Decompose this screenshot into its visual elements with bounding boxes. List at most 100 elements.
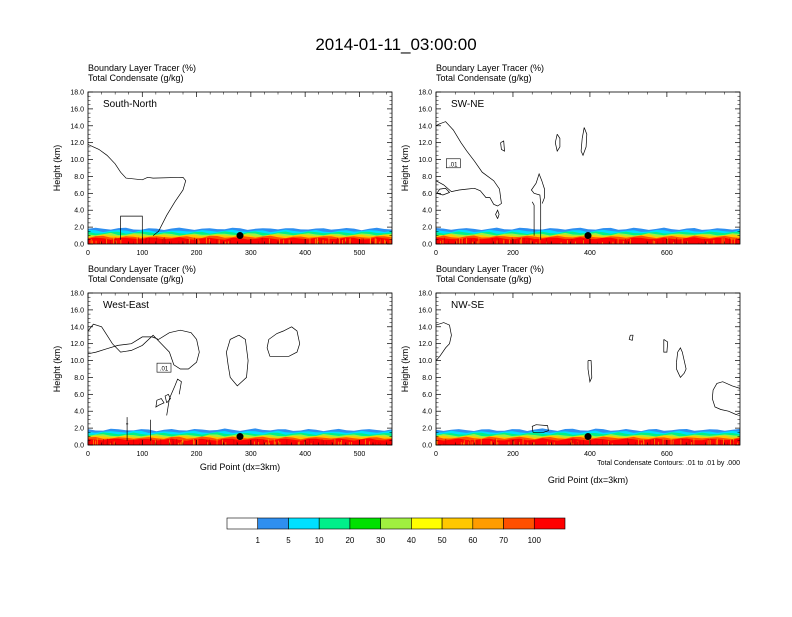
y-tick-label: 18.0 [70,291,84,298]
colorbar-swatch [257,517,289,530]
y-tick-label: 12.0 [418,341,432,348]
plot-background [88,92,392,244]
y-axis-label: Height (km) [400,346,410,393]
y-tick-label: 12.0 [70,341,84,348]
condensate-contour [530,172,545,240]
x-tick-label: 0 [86,451,90,458]
x-tick-label: 500 [354,451,366,458]
x-axis: 0 200 400 600 [434,92,725,257]
y-axis-label: Height (km) [400,145,410,192]
x-tick-label: 200 [191,250,203,257]
panel-title-line: Boundary Layer Tracer (%) [436,264,544,274]
y-axis-label: Height (km) [52,145,62,192]
y-axis: 0.0 2.0 4.0 6.0 8.0 10.0 12.0 14.0 16.0 18.0 [70,291,392,450]
y-axis: 0.0 2.0 4.0 6.0 8.0 10.0 12.0 14.0 16.0 18.0 [70,90,392,249]
x-tick-label: 400 [584,250,596,257]
condensate-contour [88,144,187,236]
plot-area [88,92,392,244]
x-tick-label: 200 [191,451,203,458]
y-tick-label: 10.0 [70,157,84,164]
y-tick-label: 18.0 [418,291,432,298]
panel-south-north: Boundary Layer Tracer (%)Total Condensat… [52,63,393,257]
x-tick-label: 500 [354,250,366,257]
plot-area [436,92,740,244]
y-tick-label: 18.0 [418,90,432,97]
colorbar-swatch [318,517,351,530]
panel-title-line: Total Condensate (g/kg) [88,274,184,284]
condensate-contour [436,187,451,196]
y-tick-label: 6.0 [422,392,432,399]
y-tick-label: 8.0 [74,174,84,181]
y-tick-label: 12.0 [70,140,84,147]
colorbar-swatch [533,517,566,530]
condensate-contour [436,322,452,361]
y-tick-label: 2.0 [74,225,84,232]
condensate-contour [120,215,143,240]
condensate-contour [554,134,561,152]
y-tick-label: 8.0 [74,375,84,382]
y-tick-label: 6.0 [422,191,432,198]
contour-label-box [446,158,461,169]
colorbar-label: 30 [376,536,385,545]
panel-title-line: Boundary Layer Tracer (%) [88,264,196,274]
condensate-contour [676,347,687,379]
plot-area [88,293,392,445]
condensate-contour [580,127,588,157]
y-axis: 0.0 2.0 4.0 6.0 8.0 10.0 12.0 14.0 16.0 18.0 [418,90,740,249]
colorbar-swatch [349,517,381,530]
condensate-contour [531,201,535,236]
colorbar-swatch [226,517,259,530]
y-tick-label: 0.0 [422,242,432,249]
x-axis: 0 100 200 300 400 500 [86,92,387,257]
y-tick-label: 4.0 [422,409,432,416]
y-tick-label: 14.0 [418,324,432,331]
contour-label-box [156,362,172,373]
colorbar-swatch [380,517,412,530]
panel-label: West-East [103,300,149,311]
colorbar-label: 40 [407,536,416,545]
y-tick-label: 16.0 [70,307,84,314]
plot-background [88,293,392,445]
x-tick-label: 400 [299,451,311,458]
condensate-contour [164,393,171,404]
x-axis: 0 200 400 600 [434,293,725,458]
tracer-band [436,438,740,445]
condensate-contour [500,140,505,152]
x-tick-label: 200 [507,250,519,257]
y-axis: 0.0 2.0 4.0 6.0 8.0 10.0 12.0 14.0 16.0 18.0 [418,291,740,450]
x-axis-label: Grid Point (dx=3km) [200,462,280,472]
x-tick-label: 300 [245,250,257,257]
x-tick-label: 100 [136,451,148,458]
y-tick-label: 0.0 [422,443,432,450]
colorbar-label: 50 [438,536,447,545]
condensate-contour [226,334,249,387]
plot-background [436,92,740,244]
y-tick-label: 14.0 [70,324,84,331]
condensate-contour [436,121,502,207]
y-tick-label: 4.0 [74,208,84,215]
y-tick-label: 10.0 [70,358,84,365]
y-tick-label: 18.0 [70,90,84,97]
condensate-contour [495,209,500,219]
condensate-contour [663,339,669,353]
panel-label: NW-SE [451,300,484,311]
condensate-contour [266,326,301,357]
y-tick-label: 14.0 [418,123,432,130]
y-tick-label: 16.0 [418,307,432,314]
x-axis: 0 100 200 300 400 500 [86,293,387,458]
contour-footnote: Total Condensate Contours: .01 to .01 by… [597,460,740,467]
x-tick-label: 400 [299,250,311,257]
panel-title-line: Boundary Layer Tracer (%) [436,63,544,73]
panel-sw-ne: Boundary Layer Tracer (%)Total Condensat… [400,63,741,257]
panel-label: SW-NE [451,99,484,110]
condensate-contour [155,398,165,408]
location-marker [236,232,244,240]
location-marker [584,232,592,240]
condensate-contour [166,378,182,416]
y-tick-label: 6.0 [74,392,84,399]
y-tick-label: 14.0 [70,123,84,130]
panel-label: South-North [103,99,157,110]
x-tick-label: 600 [661,451,673,458]
panel-west-east: Boundary Layer Tracer (%)Total Condensat… [52,264,393,472]
